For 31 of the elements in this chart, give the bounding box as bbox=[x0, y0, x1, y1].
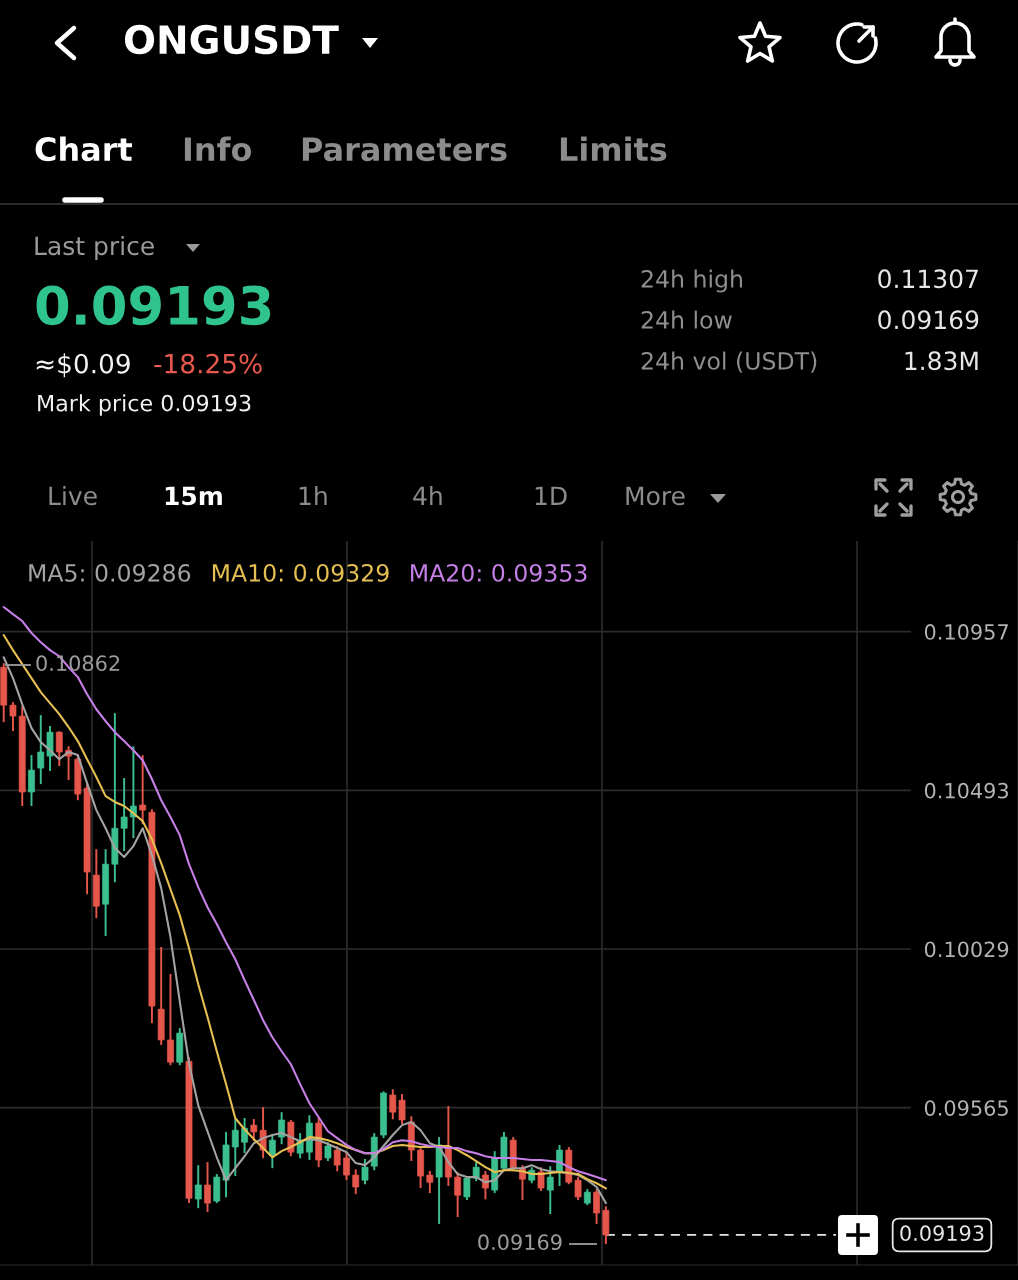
y-tick-label: 0.10493 bbox=[924, 782, 1008, 799]
text: 0.09193 bbox=[36, 285, 271, 326]
annotation: 0.09169 bbox=[478, 1234, 562, 1251]
text: 0.09193 bbox=[900, 1225, 984, 1242]
text: MA20: 0.09353 bbox=[411, 563, 587, 582]
y-tick-label: 0.09565 bbox=[924, 1100, 1008, 1116]
text: 0.11307 bbox=[878, 269, 978, 289]
text: Limits bbox=[560, 136, 667, 162]
text: 1D bbox=[535, 486, 567, 505]
text: 0.09169 bbox=[878, 310, 979, 330]
text: Mark price 0.09193 bbox=[38, 394, 251, 416]
text: 1.83M bbox=[905, 351, 978, 371]
text: Last price bbox=[35, 235, 154, 261]
text: 15m bbox=[165, 486, 222, 506]
text: More bbox=[626, 486, 685, 506]
text: 24h high bbox=[641, 269, 742, 293]
text: Info bbox=[184, 136, 252, 162]
text: Parameters bbox=[302, 137, 507, 162]
text: MA10: 0.09329 bbox=[212, 563, 389, 582]
text: 1h bbox=[299, 485, 327, 505]
text: 4h bbox=[413, 485, 442, 505]
text: ≈$0.09 bbox=[36, 353, 130, 378]
y-tick-label: 0.10957 bbox=[924, 624, 1008, 640]
text: MA5: 0.09286 bbox=[29, 563, 191, 582]
text: 24h vol (USDT) bbox=[641, 351, 817, 373]
text: 24h low bbox=[641, 310, 732, 329]
y-tick-label: 0.10029 bbox=[924, 941, 1009, 958]
chart-title: ONGUSDT bbox=[124, 24, 339, 55]
text: -18.25% bbox=[154, 353, 262, 374]
text: Live bbox=[49, 485, 97, 506]
text: Chart bbox=[35, 136, 133, 162]
